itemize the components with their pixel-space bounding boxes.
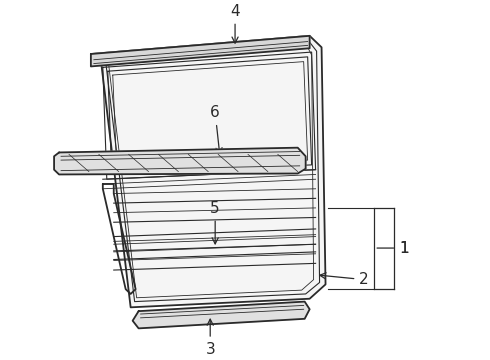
Text: 1: 1: [399, 240, 409, 256]
Text: 6: 6: [210, 105, 222, 154]
Polygon shape: [133, 302, 310, 328]
Text: 1: 1: [377, 240, 409, 256]
Polygon shape: [96, 40, 319, 302]
Text: 4: 4: [230, 4, 240, 43]
Text: 5: 5: [210, 201, 220, 244]
Text: 2: 2: [320, 272, 369, 287]
Polygon shape: [54, 148, 306, 175]
Polygon shape: [91, 36, 325, 307]
Text: 3: 3: [205, 319, 215, 357]
Polygon shape: [91, 36, 310, 67]
